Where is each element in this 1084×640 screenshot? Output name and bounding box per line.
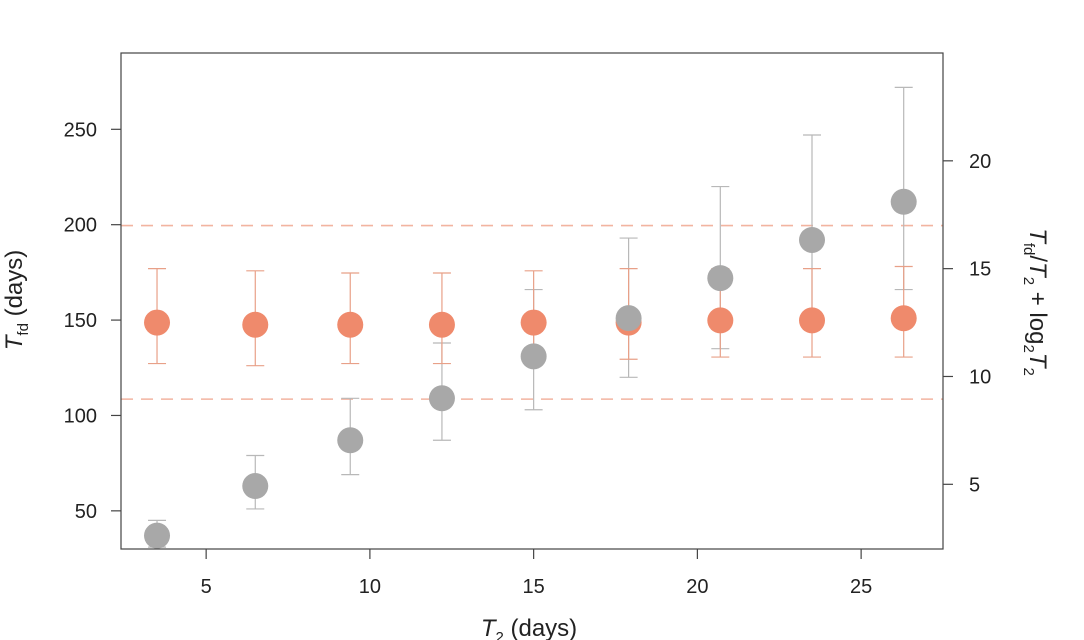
point-s1-3	[428, 311, 455, 338]
x-axis-label: T2 (days)	[481, 615, 577, 640]
point-s0-4	[520, 343, 547, 370]
y-tick-label: 100	[64, 405, 97, 427]
point-s0-2	[337, 427, 364, 454]
y-axis-left: 50 100 150 200 250	[64, 119, 121, 523]
y2-tick-label: 5	[969, 474, 980, 496]
point-s0-3	[428, 385, 455, 412]
y2-tick-label: 20	[969, 151, 991, 173]
x-tick-label: 10	[359, 576, 381, 598]
point-s1-8	[890, 305, 917, 332]
plot-frame	[120, 52, 944, 550]
y-tick-label: 250	[64, 119, 97, 141]
data-points	[144, 188, 917, 549]
point-s1-2	[337, 311, 364, 338]
x-tick-label: 20	[686, 576, 708, 598]
point-s0-8	[890, 188, 917, 215]
y2-tick-label: 15	[969, 259, 991, 281]
point-s0-1	[242, 473, 269, 500]
x-tick-label: 25	[850, 576, 872, 598]
point-s0-0	[144, 522, 171, 549]
y2-axis-label: Tfd/T2 + log2T2	[1020, 228, 1051, 376]
point-s0-6	[707, 265, 734, 292]
x-tick-label: 15	[523, 576, 545, 598]
y-tick-label: 50	[75, 501, 97, 523]
y-axis-label: Tfd (days)	[1, 250, 32, 351]
point-s0-7	[799, 226, 826, 253]
point-s1-7	[799, 307, 826, 334]
point-s1-1	[242, 311, 269, 338]
errorbar-s0-8	[894, 86, 913, 291]
y2-tick-label: 10	[969, 366, 991, 388]
point-s1-6	[707, 307, 734, 334]
y-axis-right: 5 10 15 20	[943, 151, 991, 496]
point-s0-5	[615, 305, 642, 332]
x-tick-label: 5	[201, 576, 212, 598]
y-tick-label: 150	[64, 310, 97, 332]
x-axis: 5 10 15 20 25	[201, 549, 872, 598]
point-s1-4	[520, 309, 547, 336]
reference-lines	[121, 224, 943, 400]
point-s1-0	[144, 309, 171, 336]
y-tick-label: 200	[64, 215, 97, 237]
